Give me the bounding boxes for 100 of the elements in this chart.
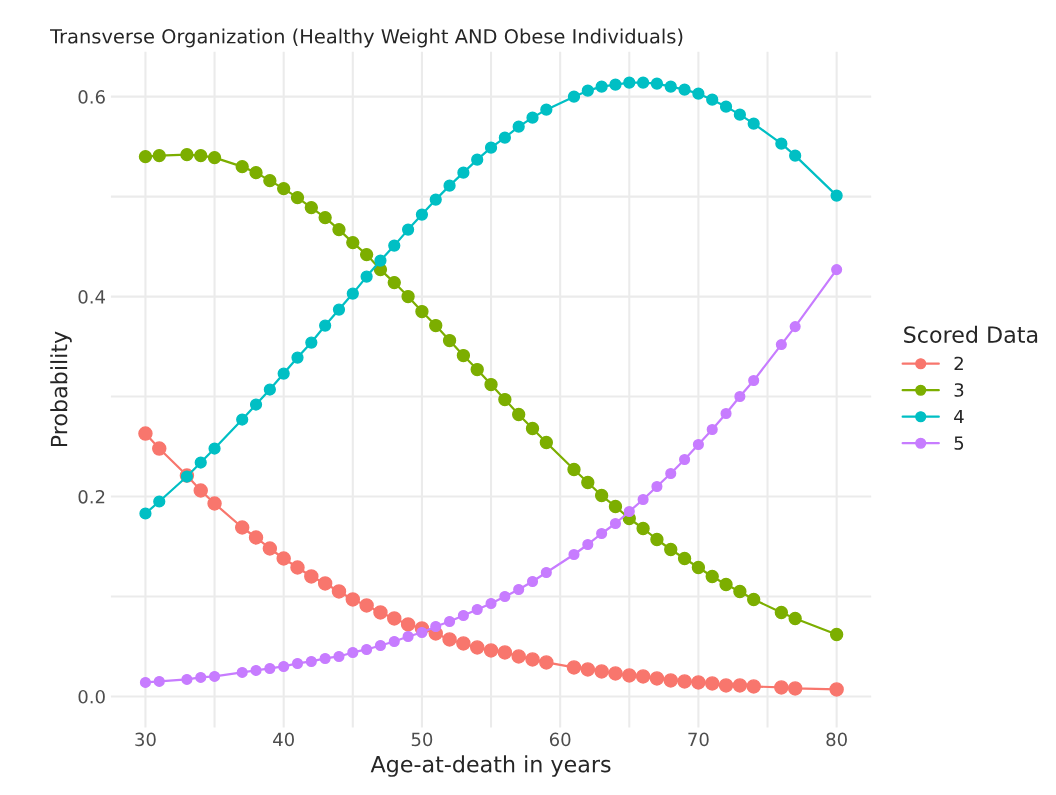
point	[499, 590, 511, 603]
point	[415, 304, 429, 319]
point	[401, 223, 415, 236]
point	[400, 617, 416, 632]
point	[650, 77, 664, 90]
point	[291, 657, 304, 670]
point	[388, 635, 400, 648]
point	[679, 453, 691, 466]
x-tick-label: 40	[273, 732, 294, 747]
point	[692, 438, 704, 451]
point	[290, 560, 305, 575]
point	[249, 165, 263, 180]
point	[511, 649, 526, 664]
point	[539, 655, 554, 670]
point	[677, 551, 692, 566]
point	[581, 475, 595, 490]
point	[746, 679, 761, 694]
point	[705, 676, 720, 691]
point	[594, 488, 609, 503]
point	[139, 507, 152, 520]
point	[789, 149, 802, 162]
point	[317, 576, 333, 591]
point	[830, 189, 843, 202]
x-tick-label: 30	[135, 732, 156, 747]
point	[663, 673, 678, 688]
point	[829, 682, 844, 697]
point	[153, 675, 165, 687]
point	[374, 254, 387, 267]
x-tick-label: 60	[549, 732, 571, 747]
point	[359, 247, 374, 262]
point	[829, 627, 844, 642]
point	[333, 650, 345, 663]
point	[705, 569, 719, 584]
point	[526, 575, 539, 588]
point	[649, 671, 665, 686]
point	[181, 673, 193, 685]
point	[290, 190, 305, 205]
point	[582, 538, 594, 551]
point	[678, 83, 691, 96]
point	[195, 671, 207, 683]
point	[636, 521, 650, 536]
point	[677, 674, 692, 689]
point	[208, 442, 221, 455]
point	[264, 662, 276, 675]
point	[596, 527, 608, 540]
point	[719, 577, 733, 592]
point	[278, 660, 290, 673]
point	[456, 636, 471, 651]
point	[318, 210, 332, 225]
point	[568, 548, 580, 561]
point	[540, 103, 553, 116]
point	[291, 351, 304, 364]
point	[236, 413, 249, 426]
point	[401, 289, 415, 304]
point	[525, 421, 540, 436]
point	[430, 620, 442, 633]
point	[732, 678, 748, 693]
point	[540, 566, 552, 579]
point	[361, 643, 373, 656]
point	[665, 467, 677, 480]
point	[497, 645, 513, 660]
y-tick-label: 0.2	[78, 489, 105, 504]
point	[346, 235, 360, 250]
point	[250, 664, 262, 677]
legend-label: 4	[954, 409, 964, 424]
point	[457, 166, 470, 179]
point	[608, 499, 623, 514]
point	[359, 598, 374, 613]
point	[471, 603, 483, 616]
point	[664, 542, 678, 557]
point	[194, 148, 208, 163]
point	[138, 426, 153, 441]
point	[402, 630, 414, 643]
point	[580, 662, 596, 677]
point	[416, 626, 428, 639]
x-tick-label: 80	[826, 732, 847, 747]
point	[733, 108, 746, 121]
point	[774, 680, 789, 695]
point	[637, 493, 649, 506]
point	[262, 541, 278, 556]
y-tick-label: 0.0	[78, 689, 105, 704]
point	[194, 456, 207, 469]
point	[609, 78, 622, 91]
point	[207, 496, 222, 511]
point	[623, 76, 636, 89]
point	[249, 398, 263, 411]
point	[747, 592, 761, 607]
point	[594, 664, 609, 679]
point	[456, 348, 471, 363]
point	[525, 652, 540, 667]
point	[207, 150, 222, 165]
point	[774, 605, 789, 620]
point	[388, 239, 401, 252]
point	[248, 530, 264, 545]
point	[152, 148, 166, 163]
point	[263, 173, 277, 188]
point	[153, 495, 166, 508]
point	[152, 441, 167, 456]
point	[664, 80, 677, 93]
point	[470, 362, 484, 377]
